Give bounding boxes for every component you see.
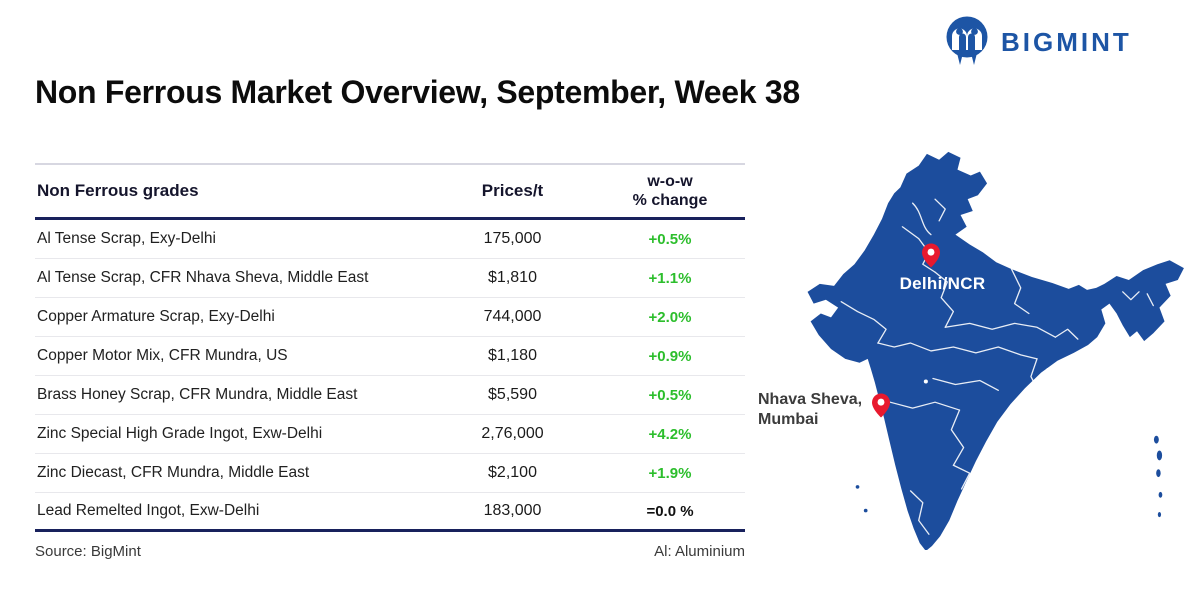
change-cell: +0.5% (648, 386, 692, 404)
price-cell: $1,180 (488, 347, 537, 364)
table-row: Copper Armature Scrap, Exy-Delhi 744,000… (35, 298, 745, 337)
grades-column-header: Non Ferrous grades (37, 181, 199, 200)
price-cell: $1,810 (488, 269, 537, 286)
bigmint-wordmark: BIGMINT (1001, 26, 1132, 57)
change-cell: +0.9% (648, 347, 692, 365)
grade-cell: Copper Motor Mix, CFR Mundra, US (37, 347, 288, 364)
table-row: Zinc Special High Grade Ingot, Exw-Delhi… (35, 415, 745, 454)
nhava-sheva-location-pin-icon (872, 393, 890, 418)
change-cell: +2.0% (648, 308, 692, 326)
nhava-sheva-label-line2: Mumbai (758, 411, 819, 428)
india-map: Delhi/NCR Nhava Sheva, Mumbai (740, 138, 1200, 570)
table-row: Al Tense Scrap, CFR Nhava Sheva, Middle … (35, 259, 745, 298)
bigmint-logo-icon (946, 16, 988, 65)
table-body: Al Tense Scrap, Exy-Delhi 175,000 +0.5% … (35, 220, 745, 532)
state-borders (840, 198, 1154, 535)
change-cell: +1.9% (648, 464, 692, 482)
price-cell: 2,76,000 (481, 425, 544, 442)
source-note: Source: BigMint (35, 543, 141, 560)
bigmint-logo: BIGMINT (945, 16, 1132, 68)
price-cell: 744,000 (483, 308, 542, 325)
grade-cell: Brass Honey Scrap, CFR Mundra, Middle Ea… (37, 386, 358, 403)
india-silhouette (807, 151, 1184, 550)
table-row: Copper Motor Mix, CFR Mundra, US $1,180 … (35, 337, 745, 376)
table-row: Al Tense Scrap, Exy-Delhi 175,000 +0.5% (35, 220, 745, 259)
price-cell: $5,590 (488, 386, 537, 403)
prices-table: Non Ferrous grades Prices/t w-o-w % chan… (35, 163, 745, 560)
change-cell: +1.1% (648, 269, 692, 287)
change-column-header: w-o-w % change (595, 172, 745, 210)
price-cell: $2,100 (488, 464, 537, 481)
table-row: Zinc Diecast, CFR Mundra, Middle East $2… (35, 454, 745, 493)
price-cell: 175,000 (483, 230, 542, 247)
delhi-location-pin-icon (922, 243, 940, 268)
abbreviation-footnote: Al: Aluminium (654, 543, 745, 560)
price-column-header: Prices/t (481, 181, 544, 200)
table-row: Brass Honey Scrap, CFR Mundra, Middle Ea… (35, 376, 745, 415)
price-cell: 183,000 (483, 502, 542, 519)
page-title: Non Ferrous Market Overview, September, … (35, 74, 800, 110)
table-header: Non Ferrous grades Prices/t w-o-w % chan… (35, 163, 745, 220)
grade-cell: Lead Remelted Ingot, Exw-Delhi (37, 502, 260, 519)
change-cell: =0.0 % (646, 502, 694, 520)
change-header-line1: w-o-w (647, 172, 693, 190)
grade-cell: Zinc Special High Grade Ingot, Exw-Delhi (37, 425, 323, 442)
delhi-label: Delhi/NCR (899, 274, 986, 293)
islands (855, 435, 1163, 518)
grade-cell: Zinc Diecast, CFR Mundra, Middle East (37, 464, 310, 481)
city-dot (923, 379, 928, 384)
change-cell: +0.5% (648, 230, 692, 248)
table-footer: Source: BigMint Al: Aluminium (35, 543, 745, 560)
nhava-sheva-label-line1: Nhava Sheva, (758, 391, 863, 408)
grade-cell: Copper Armature Scrap, Exy-Delhi (37, 308, 275, 325)
india-map-svg (807, 151, 1184, 550)
grade-cell: Al Tense Scrap, Exy-Delhi (37, 230, 216, 247)
change-cell: +4.2% (648, 425, 692, 443)
table-row: Lead Remelted Ingot, Exw-Delhi 183,000 =… (35, 493, 745, 532)
grade-cell: Al Tense Scrap, CFR Nhava Sheva, Middle … (37, 269, 369, 286)
change-header-line2: % change (632, 192, 708, 209)
nhava-sheva-label: Nhava Sheva, Mumbai (758, 390, 876, 430)
